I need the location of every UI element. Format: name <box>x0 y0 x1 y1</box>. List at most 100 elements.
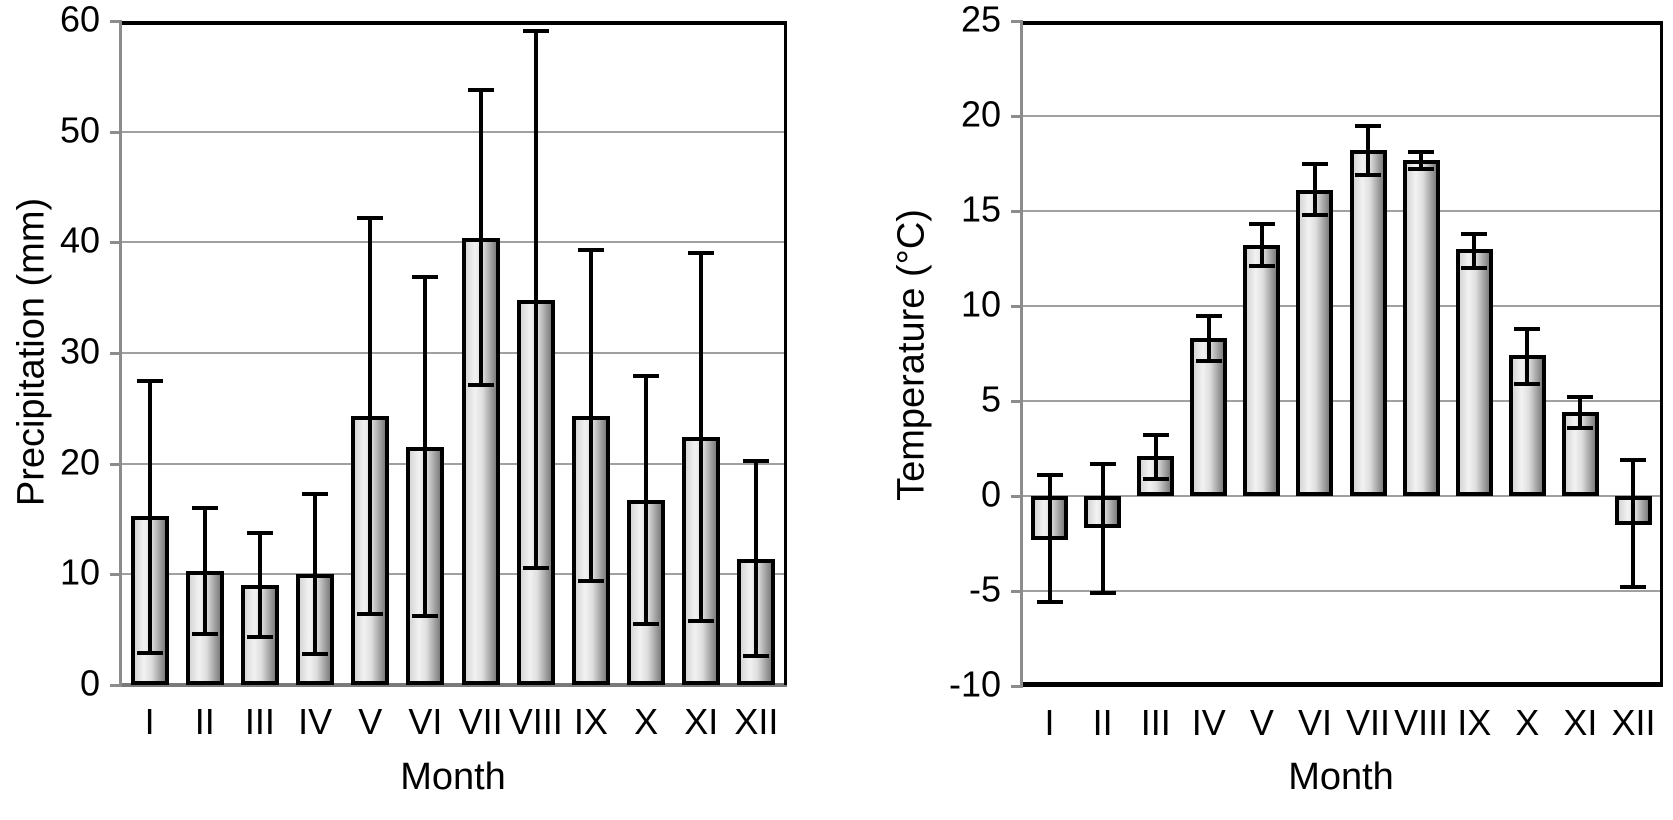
error-bar-cap <box>1408 150 1435 155</box>
y-axis-tickmark <box>110 20 122 23</box>
bar <box>1455 249 1493 496</box>
x-axis-tick-label: XI <box>684 701 719 742</box>
error-bar-cap <box>577 578 604 583</box>
error-bar-cap <box>136 650 163 655</box>
x-axis-tick-label: II <box>194 701 215 742</box>
x-axis-tick-label: VIII <box>508 701 563 742</box>
y-axis-tickmark <box>1011 305 1023 308</box>
error-bar-cap <box>246 635 273 640</box>
error-bar-line <box>1631 459 1636 588</box>
error-bar-cap <box>1142 433 1169 438</box>
x-axis-line <box>1020 682 1663 687</box>
error-bar-cap <box>1036 473 1063 478</box>
y-axis-tick-label: 20 <box>960 93 1001 135</box>
error-bar-cap <box>743 654 770 659</box>
y-axis-tick-label: 0 <box>980 473 1001 515</box>
temperature-x-axis-title: Month <box>1288 756 1394 798</box>
error-bar-cap <box>1089 590 1116 595</box>
error-bar-line <box>1153 435 1158 479</box>
gridline <box>122 573 784 576</box>
x-axis-tick-label: X <box>634 701 659 742</box>
error-bar-cap <box>522 28 549 33</box>
bar <box>1243 245 1281 496</box>
x-axis-tick-label: I <box>1044 702 1055 743</box>
x-axis-tick-label: IX <box>1457 702 1492 743</box>
gridline <box>1023 115 1660 117</box>
error-bar-cap <box>688 251 715 256</box>
error-bar-cap <box>1620 457 1647 462</box>
precipitation-x-axis-title: Month <box>400 756 506 798</box>
error-bar-cap <box>1301 212 1328 217</box>
error-bar-cap <box>1355 123 1382 128</box>
error-bar-cap <box>1089 461 1116 466</box>
error-bar-cap <box>412 614 439 619</box>
error-bar-line <box>699 253 704 621</box>
error-bar-cap <box>522 565 549 570</box>
error-bar-line <box>533 30 538 568</box>
plot-right-border <box>1660 21 1663 686</box>
temperature-y-axis-title: Temperature (°C) <box>890 209 933 501</box>
error-bar-line <box>1259 224 1264 267</box>
gridline <box>1023 210 1660 212</box>
y-axis-tick-label: 10 <box>59 551 100 593</box>
y-axis-tick-label: 50 <box>59 108 100 150</box>
gridline <box>122 241 784 244</box>
error-bar-cap <box>1248 264 1275 269</box>
plot-top-border <box>1020 21 1663 25</box>
precipitation-plot-area: 0 10 20 30 40 50 60 I II III IV V VI VII VIII IX X XI XII <box>60 0 787 742</box>
bar <box>1349 150 1387 496</box>
y-axis-tickmark <box>1011 495 1023 498</box>
x-axis-tick-label: XI <box>1563 702 1598 743</box>
error-bar-line <box>1578 397 1583 428</box>
error-bar-cap <box>357 612 384 617</box>
error-bar-cap <box>577 248 604 253</box>
x-axis-tick-label: XII <box>1611 702 1656 743</box>
bar <box>1296 190 1334 496</box>
error-bar-cap <box>302 652 329 656</box>
x-axis-tick-label: IV <box>298 701 333 742</box>
error-bar-cap <box>467 87 494 92</box>
gridline <box>122 130 784 133</box>
y-axis-line <box>119 21 122 685</box>
y-axis-tick-label: 5 <box>980 378 1001 420</box>
error-bar-line <box>588 250 593 581</box>
error-bar-cap <box>302 491 329 496</box>
error-bar-cap <box>688 618 715 623</box>
error-bar-cap <box>191 505 218 510</box>
x-axis-tick-label: VI <box>408 701 443 742</box>
y-axis-tick-label: -5 <box>968 568 1001 610</box>
x-axis-line <box>119 683 787 687</box>
y-axis-tickmark <box>110 241 122 245</box>
y-axis-tickmark <box>110 684 122 687</box>
error-bar-line <box>644 376 649 625</box>
y-axis-tick-label: 15 <box>960 188 1001 230</box>
error-bar-cap <box>633 374 660 379</box>
error-bar-cap <box>1142 476 1169 481</box>
error-bar-line <box>257 533 262 638</box>
error-bar-cap <box>246 531 273 536</box>
error-bar-line <box>1047 475 1052 603</box>
gridline <box>1023 305 1660 307</box>
y-axis-tickmark <box>1011 20 1023 23</box>
error-bar-cap <box>1408 167 1435 172</box>
y-axis-line <box>1020 21 1023 686</box>
y-axis-tick-label: 25 <box>960 0 1001 40</box>
error-bar-cap <box>412 274 439 279</box>
x-axis-tick-label: IX <box>573 701 608 742</box>
x-axis-tick-label: I <box>144 701 155 742</box>
y-axis-tickmark <box>110 130 122 134</box>
y-axis-tickmark <box>1011 400 1023 403</box>
x-axis-tick-label: VII <box>1346 702 1391 743</box>
error-bar-line <box>1366 125 1371 175</box>
x-axis-tick-label: VI <box>1297 702 1332 743</box>
error-bar-line <box>368 217 373 615</box>
error-bar-cap <box>1036 600 1063 605</box>
plot-top-border <box>119 21 787 25</box>
y-axis-tick-label: 40 <box>59 219 100 261</box>
y-axis-tick-label: 10 <box>960 283 1001 325</box>
error-bar-cap <box>1514 326 1541 331</box>
x-axis-tick-label: V <box>1249 702 1274 743</box>
x-axis-tick-label: IV <box>1191 702 1226 743</box>
x-axis-tick-label: III <box>244 701 275 742</box>
